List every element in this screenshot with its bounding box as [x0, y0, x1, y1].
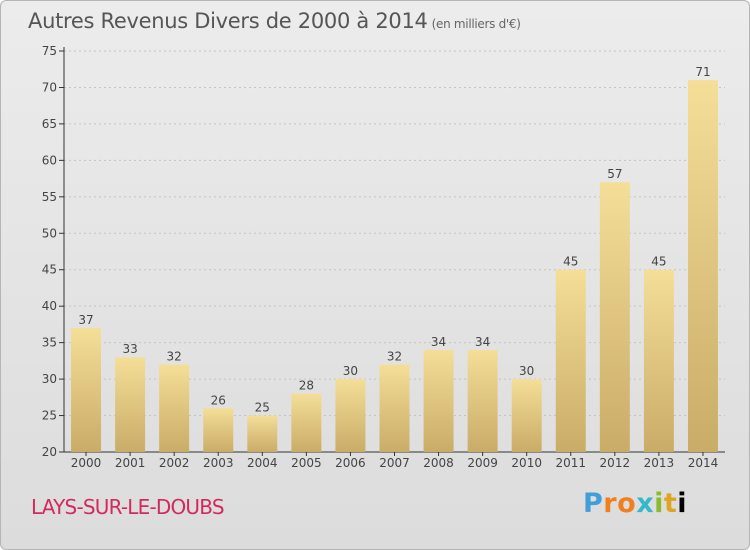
y-tick-label: 25	[42, 409, 57, 423]
x-tick-label: 2012	[600, 456, 631, 470]
bar	[159, 364, 190, 452]
y-tick-label: 65	[42, 117, 57, 131]
bar	[291, 393, 322, 452]
bar-value-label: 45	[651, 255, 666, 269]
bar	[247, 415, 278, 452]
x-tick-label: 2004	[247, 456, 278, 470]
y-tick-label: 35	[42, 336, 57, 350]
bar	[511, 379, 542, 452]
bar-value-label: 30	[343, 364, 358, 378]
bar-value-label: 45	[563, 255, 578, 269]
y-tick-label: 20	[42, 445, 57, 459]
bar-value-label: 34	[431, 335, 446, 349]
logo-letter: x	[636, 488, 655, 519]
logo-letter: P	[583, 488, 604, 519]
logo-letter: t	[663, 488, 678, 519]
x-tick-label: 2000	[71, 456, 102, 470]
bar	[115, 357, 146, 452]
x-tick-label: 2010	[511, 456, 542, 470]
y-tick-label: 75	[42, 44, 57, 58]
x-tick-label: 2011	[555, 456, 586, 470]
x-tick-label: 2005	[291, 456, 322, 470]
y-tick-label: 50	[42, 226, 57, 240]
bar-value-label: 25	[255, 401, 270, 415]
bar	[203, 408, 234, 452]
x-tick-label: 2002	[159, 456, 190, 470]
x-tick-label: 2006	[335, 456, 366, 470]
proxiti-logo: Proxiti	[583, 488, 687, 519]
bar	[643, 269, 674, 452]
x-tick-label: 2013	[644, 456, 675, 470]
bar	[335, 379, 366, 452]
bar	[71, 328, 102, 452]
commune-name: LAYS-SUR-LE-DOUBS	[31, 495, 225, 519]
y-tick-label: 40	[42, 299, 57, 313]
logo-letter: i	[677, 488, 688, 519]
bar	[555, 269, 586, 452]
x-tick-label: 2001	[115, 456, 146, 470]
y-tick-label: 70	[42, 80, 57, 94]
y-tick-label: 55	[42, 190, 57, 204]
x-tick-label: 2014	[688, 456, 719, 470]
logo-letter: i	[654, 488, 664, 519]
x-tick-label: 2007	[379, 456, 410, 470]
logo-letter: o	[617, 488, 637, 519]
bar-value-label: 32	[167, 350, 182, 364]
bar	[379, 364, 410, 452]
bar-value-label: 71	[695, 65, 710, 79]
bar-value-label: 37	[78, 313, 93, 327]
x-tick-label: 2009	[467, 456, 498, 470]
bar	[467, 349, 498, 452]
y-tick-label: 60	[42, 153, 57, 167]
title-main: Autres Revenus Divers de 2000 à 2014	[28, 9, 428, 33]
bar-value-label: 28	[299, 379, 314, 393]
bar-value-label: 26	[211, 393, 226, 407]
y-tick-label: 30	[42, 372, 57, 386]
bar-value-label: 57	[607, 167, 622, 181]
bar	[599, 182, 630, 452]
title-unit: (en milliers d'€)	[431, 17, 521, 31]
x-tick-label: 2008	[423, 456, 454, 470]
chart-title: Autres Revenus Divers de 2000 à 2014 (en …	[28, 9, 521, 33]
logo-letter: r	[603, 488, 618, 519]
bar	[687, 80, 718, 452]
bar-value-label: 33	[122, 342, 137, 356]
bar-value-label: 32	[387, 350, 402, 364]
bar	[423, 349, 454, 452]
y-tick-label: 45	[42, 263, 57, 277]
bar-value-label: 30	[519, 364, 534, 378]
x-tick-label: 2003	[203, 456, 234, 470]
bar-value-label: 34	[475, 335, 490, 349]
